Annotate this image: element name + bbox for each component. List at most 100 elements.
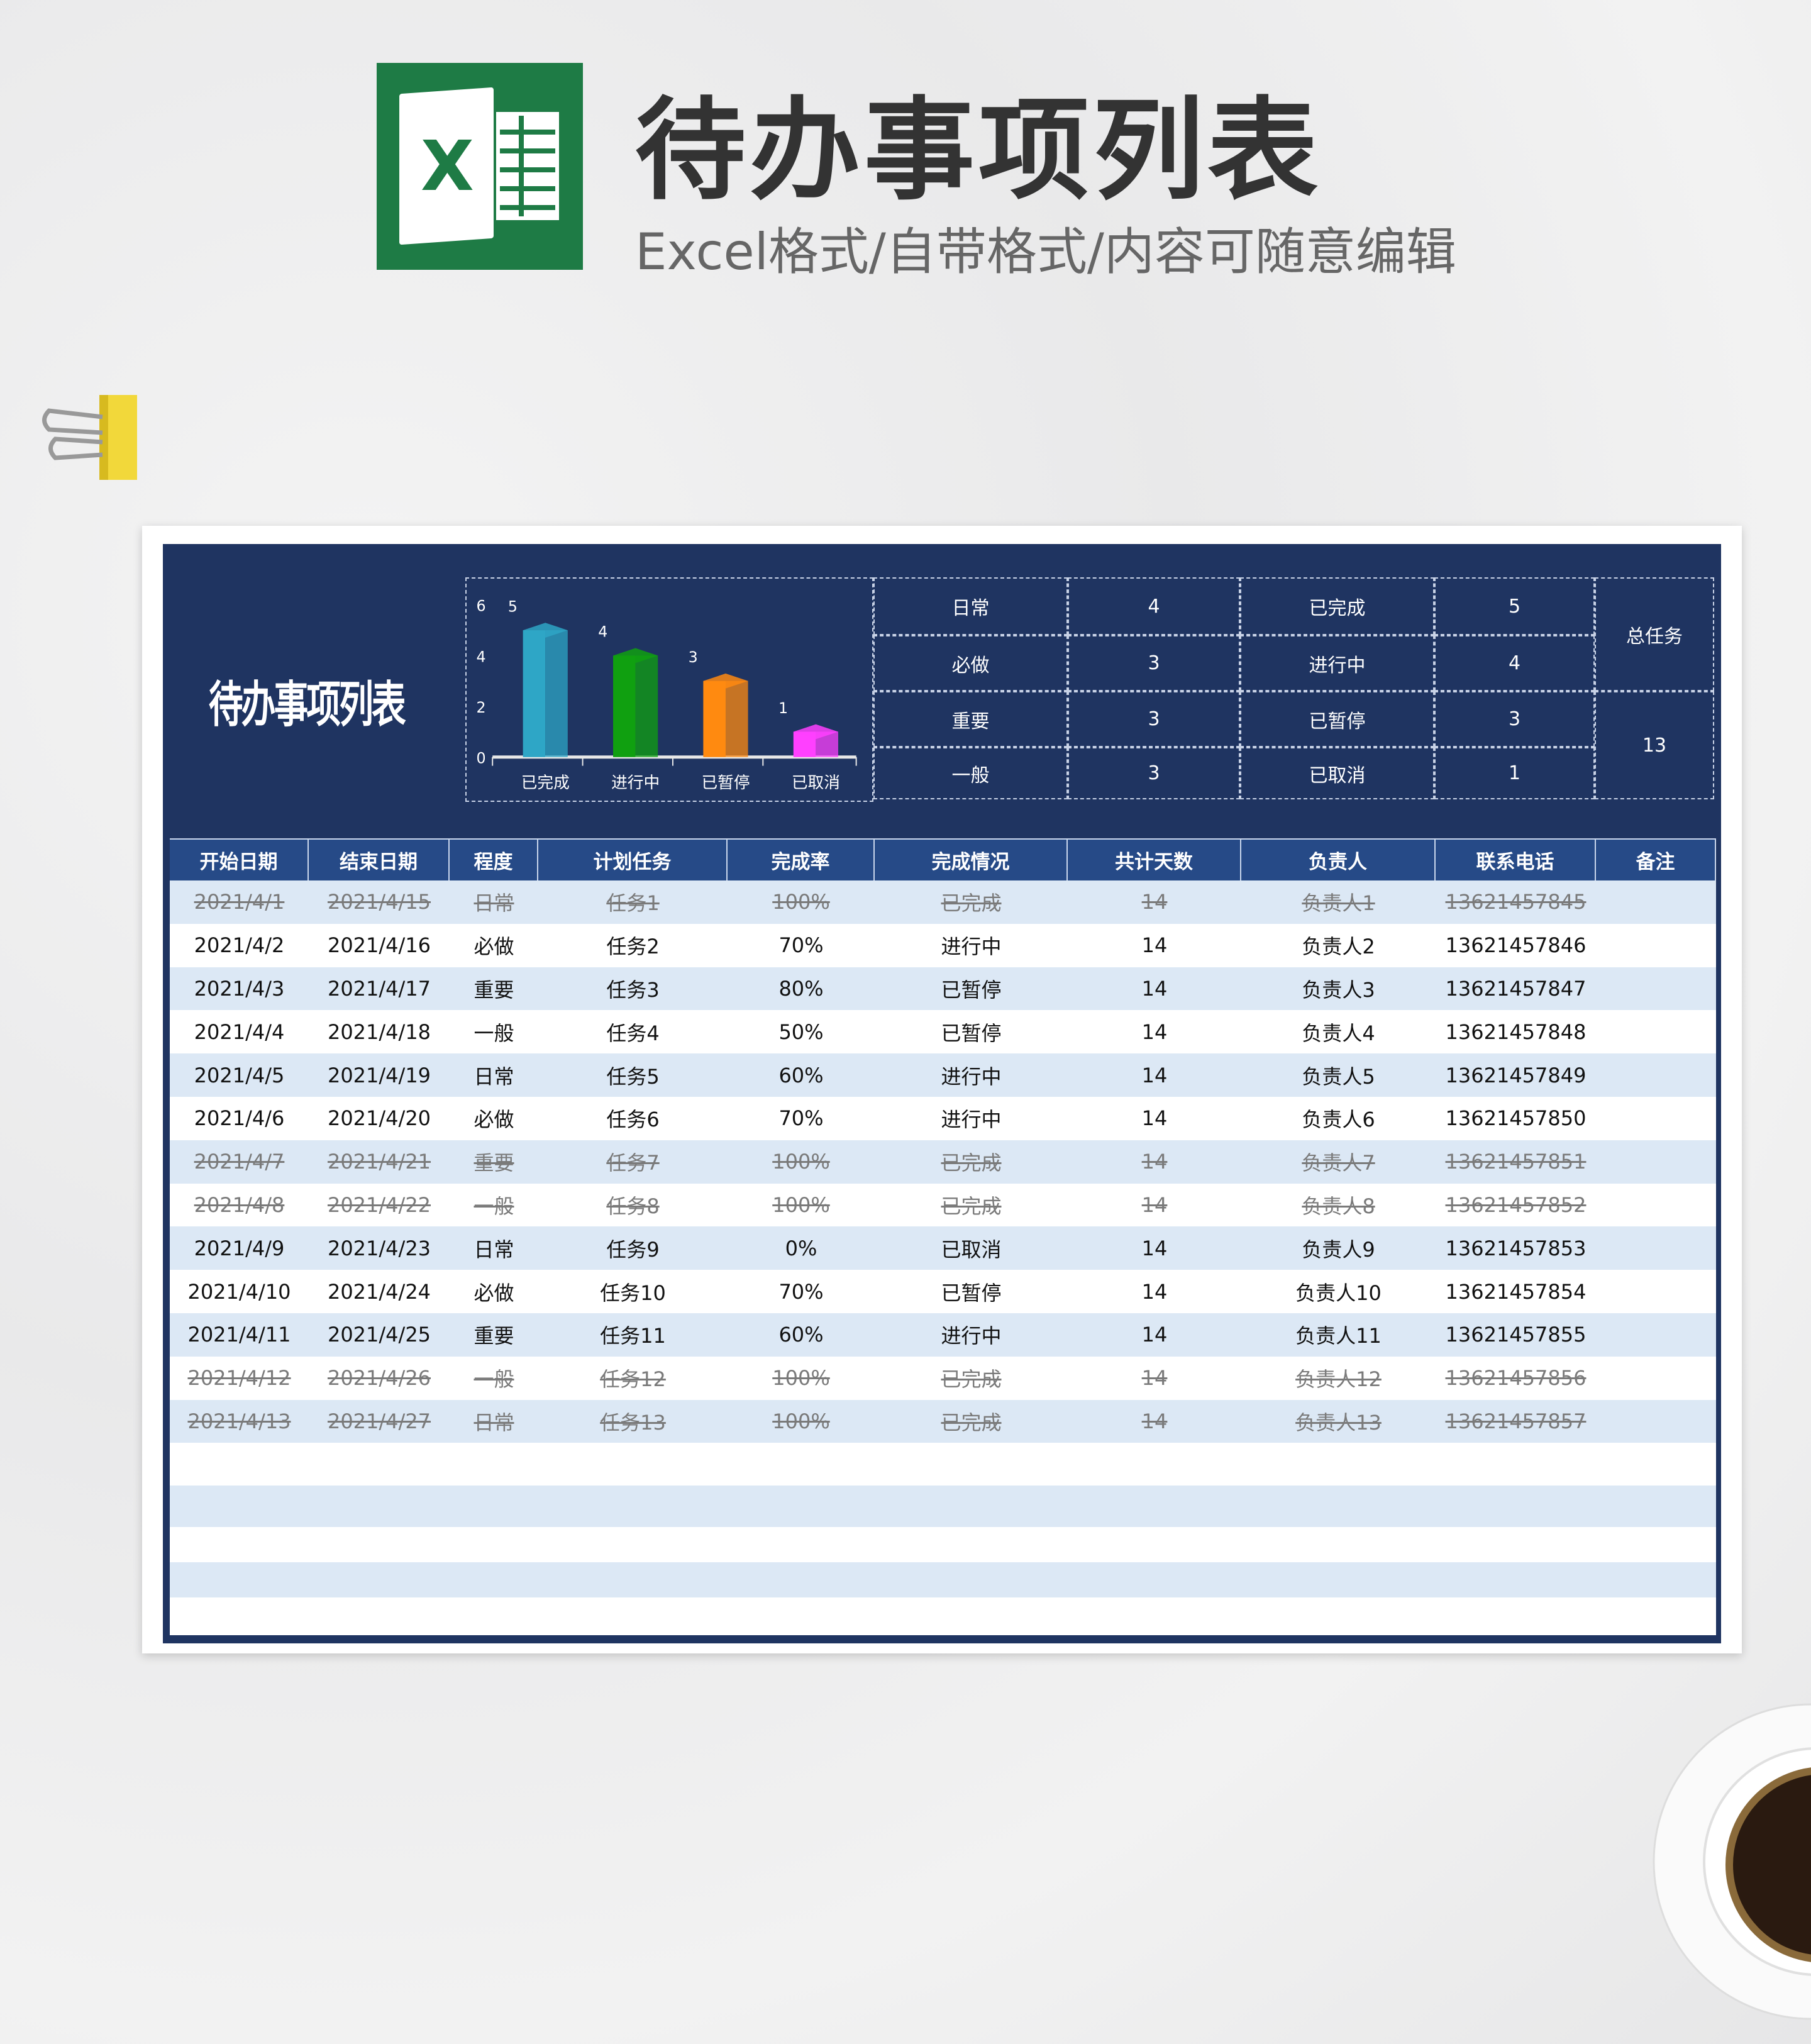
table-cell[interactable]: 任务6 [606,1108,660,1132]
table-cell[interactable]: 重要 [474,1151,514,1175]
table-cell[interactable]: 2021/4/25 [327,1323,431,1347]
table-cell[interactable]: 14 [1141,1063,1168,1087]
table-cell[interactable]: 已取消 [941,1237,1002,1262]
table-cell[interactable]: 70% [778,933,824,958]
table-cell[interactable]: 任务7 [606,1151,660,1175]
table-cell[interactable]: 2021/4/16 [327,933,431,958]
table-cell[interactable]: 13621457848 [1445,1019,1587,1044]
table-cell[interactable]: 已完成 [941,1194,1002,1218]
table-cell[interactable] [1596,1140,1716,1184]
table-cell[interactable]: 13621457845 [1445,890,1587,914]
table-cell[interactable]: 60% [778,1063,824,1087]
table-cell[interactable]: 任务2 [606,935,660,959]
column-header[interactable]: 完成率 [728,838,875,880]
table-cell[interactable]: 80% [778,976,824,1001]
table-cell[interactable]: 100% [772,890,830,914]
table-cell[interactable]: 14 [1141,933,1168,958]
table-cell[interactable]: 已完成 [941,1410,1002,1435]
table-cell[interactable] [1596,1400,1716,1443]
table-cell[interactable]: 已完成 [941,1151,1002,1175]
table-cell[interactable]: 任务13 [600,1410,666,1435]
table-cell[interactable]: 负责人7 [1302,1151,1375,1175]
table-cell[interactable]: 14 [1141,1279,1168,1304]
table-cell[interactable]: 负责人1 [1302,891,1375,916]
table-cell[interactable]: 负责人10 [1295,1280,1382,1305]
table-cell[interactable]: 一般 [474,1194,514,1218]
table-cell[interactable]: 2021/4/24 [327,1279,431,1304]
table-cell[interactable]: 70% [778,1106,824,1131]
column-header[interactable]: 负责人 [1241,838,1436,880]
table-cell[interactable]: 2021/4/6 [194,1106,285,1131]
column-header[interactable]: 备注 [1596,838,1716,880]
table-cell[interactable]: 13621457857 [1445,1409,1587,1433]
table-cell[interactable]: 14 [1141,1236,1168,1260]
column-header[interactable]: 联系电话 [1436,838,1596,880]
table-cell[interactable]: 13621457851 [1445,1150,1587,1174]
table-cell[interactable]: 13621457850 [1445,1106,1587,1131]
table-cell[interactable] [1596,1313,1716,1357]
table-cell[interactable]: 日常 [474,1410,514,1435]
table-cell[interactable]: 13621457855 [1445,1323,1587,1347]
table-cell[interactable]: 一般 [474,1367,514,1392]
table-cell[interactable]: 2021/4/26 [327,1366,431,1391]
table-cell[interactable]: 已完成 [941,1367,1002,1392]
table-cell[interactable]: 13621457849 [1445,1063,1587,1087]
table-cell[interactable] [1596,924,1716,967]
table-cell[interactable]: 负责人9 [1302,1237,1375,1262]
table-cell[interactable]: 进行中 [941,1108,1002,1132]
table-cell[interactable]: 进行中 [941,1064,1002,1089]
table-cell[interactable]: 任务5 [606,1064,660,1089]
table-cell[interactable]: 任务11 [600,1324,666,1348]
column-header[interactable]: 计划任务 [538,838,728,880]
table-cell[interactable]: 已暂停 [941,1280,1002,1305]
table-cell[interactable]: 14 [1141,1150,1168,1174]
table-cell[interactable]: 2021/4/13 [187,1409,291,1433]
table-cell[interactable]: 13621457854 [1445,1279,1587,1304]
table-cell[interactable]: 2021/4/20 [327,1106,431,1131]
table-cell[interactable]: 2021/4/18 [327,1019,431,1044]
table-cell[interactable]: 50% [778,1019,824,1044]
table-cell[interactable]: 2021/4/19 [327,1063,431,1087]
table-cell[interactable]: 14 [1141,976,1168,1001]
table-cell[interactable]: 14 [1141,1106,1168,1131]
table-cell[interactable]: 14 [1141,890,1168,914]
table-cell[interactable]: 必做 [474,1280,514,1305]
table-cell[interactable] [1596,1184,1716,1227]
table-cell[interactable]: 进行中 [941,935,1002,959]
column-header[interactable]: 完成情况 [875,838,1068,880]
table-cell[interactable]: 已暂停 [941,1021,1002,1045]
table-cell[interactable]: 2021/4/12 [187,1366,291,1391]
table-cell[interactable]: 日常 [474,891,514,916]
table-cell[interactable]: 负责人8 [1302,1194,1375,1218]
table-cell[interactable]: 13621457846 [1445,933,1587,958]
table-cell[interactable]: 0% [785,1236,817,1260]
table-cell[interactable]: 必做 [474,935,514,959]
table-cell[interactable] [1596,967,1716,1011]
table-cell[interactable]: 2021/4/15 [327,890,431,914]
table-cell[interactable]: 70% [778,1279,824,1304]
table-cell[interactable]: 任务4 [606,1021,660,1045]
table-cell[interactable]: 任务1 [606,891,660,916]
table-cell[interactable]: 2021/4/7 [194,1150,285,1174]
column-header[interactable]: 结束日期 [309,838,450,880]
table-cell[interactable]: 2021/4/1 [194,890,285,914]
table-cell[interactable]: 一般 [474,1021,514,1045]
table-cell[interactable]: 60% [778,1323,824,1347]
table-cell[interactable]: 任务12 [600,1367,666,1392]
table-cell[interactable]: 2021/4/27 [327,1409,431,1433]
column-header[interactable]: 开始日期 [170,838,309,880]
table-cell[interactable]: 必做 [474,1108,514,1132]
table-cell[interactable]: 2021/4/10 [187,1279,291,1304]
table-cell[interactable] [1596,1270,1716,1313]
table-cell[interactable]: 2021/4/11 [187,1323,291,1347]
table-cell[interactable]: 14 [1141,1192,1168,1217]
table-cell[interactable]: 100% [772,1409,830,1433]
table-cell[interactable]: 任务10 [600,1280,666,1305]
table-cell[interactable]: 2021/4/21 [327,1150,431,1174]
table-cell[interactable]: 进行中 [941,1324,1002,1348]
table-cell[interactable]: 14 [1141,1019,1168,1044]
table-cell[interactable]: 重要 [474,1324,514,1348]
table-cell[interactable]: 2021/4/3 [194,976,285,1001]
table-cell[interactable]: 100% [772,1150,830,1174]
table-cell[interactable]: 负责人3 [1302,977,1375,1002]
